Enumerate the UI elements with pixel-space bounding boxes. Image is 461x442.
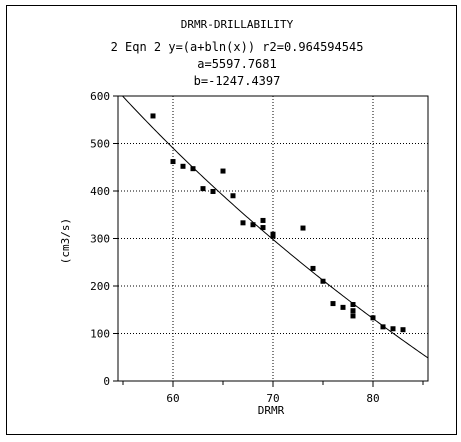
data-point [210,188,216,194]
y-tick-label: 100 [90,328,110,341]
data-point [190,166,196,172]
data-point [180,163,186,169]
data-point [350,302,356,308]
chart-svg: DRMR-DRILLABILITY 2 Eqn 2 y=(a+bln(x)) r… [59,18,429,417]
data-point [230,193,236,199]
chart-subtitle-equation: 2 Eqn 2 y=(a+bln(x)) r2=0.964594545 [111,40,364,54]
x-tick-label: 70 [266,392,279,405]
data-point [170,159,176,165]
chart-title: DRMR-DRILLABILITY [181,18,294,31]
y-tick-label: 0 [103,375,110,388]
y-tick-label: 600 [90,90,110,103]
fit-curve-group [122,95,429,359]
x-axis-label: DRMR [258,404,285,417]
y-tick-label: 400 [90,185,110,198]
x-tick-label: 60 [166,392,179,405]
data-point [370,315,376,321]
chart-frame: DRMR-DRILLABILITY 2 Eqn 2 y=(a+bln(x)) r… [6,5,457,435]
grid-lines [118,96,428,381]
y-tick-label: 500 [90,138,110,151]
data-point [350,308,356,314]
fit-curve [122,95,429,359]
axes [113,95,429,387]
y-tick-label: 200 [90,280,110,293]
tick-labels: 0 100 200 300 400 500 600 60 70 80 [90,90,380,405]
chart-subtitle-a: a=5597.7681 [197,57,276,71]
data-point [310,265,316,271]
chart-subtitle-b: b=-1247.4397 [194,74,281,88]
data-point [240,220,246,226]
data-point [200,186,206,192]
data-point [260,225,266,231]
y-tick-label: 300 [90,233,110,246]
data-point [330,301,336,307]
data-point [380,324,386,330]
data-point [260,217,266,223]
data-point [400,327,406,333]
data-point [220,168,226,174]
x-tick-label: 80 [366,392,379,405]
data-point [340,304,346,310]
data-point [270,231,276,237]
data-point [300,225,306,231]
y-axis-label: (cm3/s) [59,218,72,264]
data-points [150,113,406,333]
data-point [390,326,396,332]
data-point [250,222,256,228]
data-point [320,278,326,284]
data-point [350,313,356,319]
data-point [150,113,156,119]
